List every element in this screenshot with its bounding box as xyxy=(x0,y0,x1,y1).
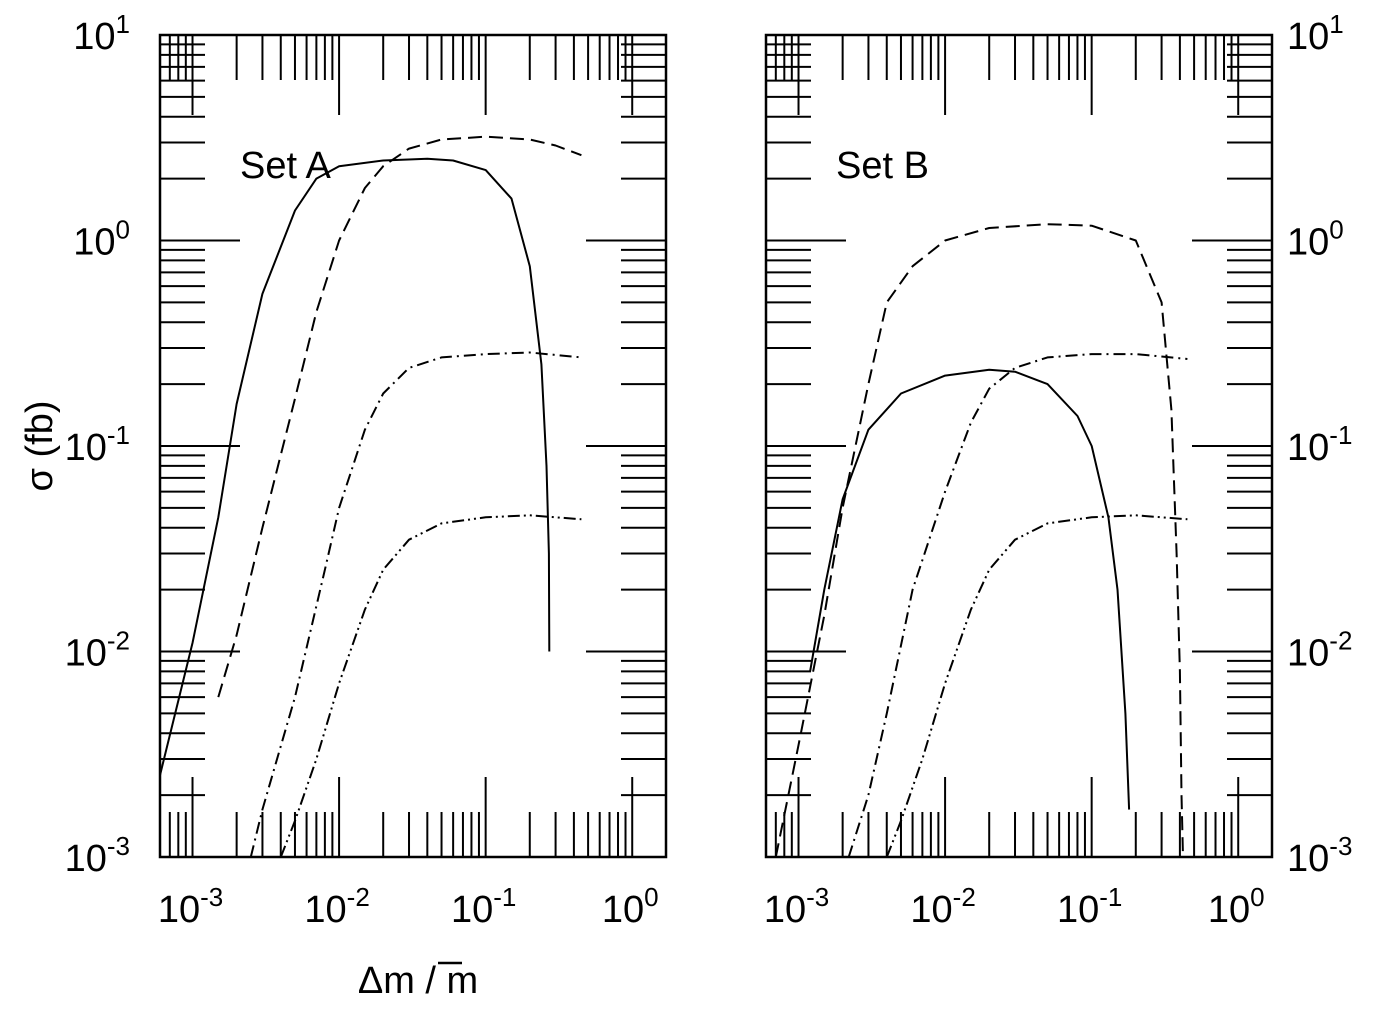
y-tick-label: 10-3 xyxy=(65,831,130,880)
curve-solid xyxy=(160,157,551,776)
panel-set-a: 10-3 10-2 10-1 100 10-3 10-2 10-1 100 101 Set A xyxy=(65,9,668,931)
x-tick-label: 10-1 xyxy=(1057,882,1122,931)
x-axis-label: Δm / m xyxy=(358,960,478,1002)
panel-title: Set A xyxy=(240,145,331,187)
y-tick-label: 10-1 xyxy=(1287,420,1352,469)
curve-dashed xyxy=(217,135,582,698)
curve-solid xyxy=(809,368,1131,810)
x-tick-label: 10-1 xyxy=(451,882,516,931)
x-tick-label: 100 xyxy=(602,882,659,931)
y-tick-label: 101 xyxy=(1287,9,1344,58)
curve-dashdotdot xyxy=(885,514,1188,857)
y-tick-label: 10-2 xyxy=(65,626,130,675)
panel-set-b: 10-3 10-2 10-1 100 10-3 10-2 10-1 100 101 Set B xyxy=(764,9,1353,931)
y-tick-label: 10-3 xyxy=(1287,831,1352,880)
x-tick-label: 10-2 xyxy=(910,882,975,931)
curve-dashdot xyxy=(249,351,582,857)
y-tick-label: 100 xyxy=(1287,215,1344,264)
y-tick-label: 101 xyxy=(73,9,130,58)
y-axis-label: σ (fb) xyxy=(19,400,61,491)
x-tick-label: 10-3 xyxy=(158,882,223,931)
panel-title: Set B xyxy=(836,145,929,187)
y-tick-label: 10-1 xyxy=(65,420,130,469)
x-tick-label: 100 xyxy=(1208,882,1265,931)
curve-dashed xyxy=(774,223,1184,857)
y-tick-label: 100 xyxy=(73,215,130,264)
x-tick-label: 10-2 xyxy=(304,882,369,931)
y-tick-label: 10-2 xyxy=(1287,626,1352,675)
x-tick-label: 10-3 xyxy=(764,882,829,931)
curve-dashdot xyxy=(847,353,1188,857)
curve-dashdotdot xyxy=(279,514,582,857)
